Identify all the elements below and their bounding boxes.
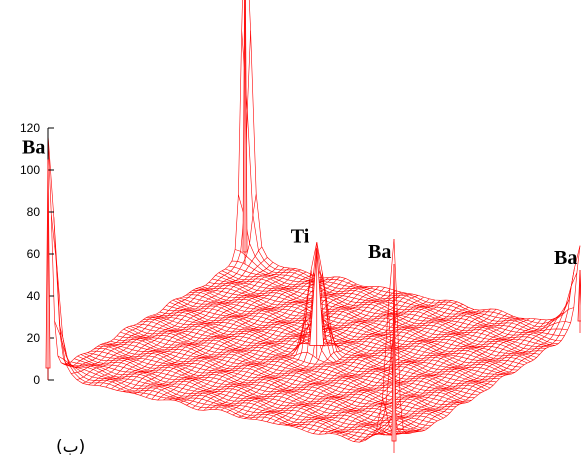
mesh-line-v: [238, 194, 574, 328]
mesh-line-u: [359, 319, 547, 443]
mesh-line-v: [74, 358, 419, 432]
z-tick-label: 120: [20, 121, 40, 135]
mesh-line-u: [59, 193, 257, 368]
mesh-line-u: [393, 238, 581, 434]
mesh-line-u: [353, 319, 542, 442]
mesh-line-v: [162, 308, 503, 378]
mesh-line-v: [212, 278, 550, 348]
mesh-line-v: [60, 362, 407, 436]
mesh-line-u: [53, 30, 251, 367]
mesh-line-u: [387, 268, 575, 434]
mesh-line-v: [218, 272, 556, 346]
surface-mesh: [47, 0, 581, 443]
z-tick-label: 20: [27, 331, 41, 345]
figure-caption: (ب): [56, 437, 85, 456]
z-tick-label: 40: [27, 289, 41, 303]
z-tick-label: 60: [27, 247, 41, 261]
peak-label: Ti: [291, 225, 310, 247]
peak-markers: BaBaBaBaTi: [22, 0, 581, 453]
mesh-line-v: [70, 361, 416, 433]
mesh-line-u: [341, 318, 530, 437]
peak-label: Ba: [22, 137, 45, 159]
mesh-line-v: [123, 328, 466, 404]
peak-label: Ba: [554, 247, 577, 269]
mesh-line-v: [235, 249, 571, 330]
mesh-line-u: [347, 318, 536, 440]
z-tick-label: 100: [20, 163, 40, 177]
mesh-line-v: [228, 265, 565, 336]
mesh-line-v: [215, 275, 553, 347]
mesh-line-u: [370, 316, 558, 437]
mesh-line-v: [241, 30, 578, 324]
mesh-line-v: [248, 0, 581, 321]
mesh-line-v: [221, 270, 559, 344]
z-tick-label: 80: [27, 205, 41, 219]
mesh-line-v: [231, 260, 568, 332]
mesh-line-u: [376, 312, 564, 436]
mesh-line-v: [208, 282, 546, 350]
peak-label: Ba: [368, 241, 391, 263]
z-tick-label: 0: [33, 373, 40, 387]
mesh-line-u: [382, 299, 570, 435]
